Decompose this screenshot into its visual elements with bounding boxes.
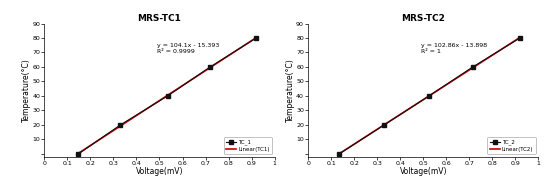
TC_1: [75, 153, 82, 155]
TC_2: [517, 37, 523, 39]
Title: MRS-TC1: MRS-TC1: [138, 14, 181, 23]
Linear(TC1): [123, 121, 129, 124]
Linear(TC1): [86, 145, 93, 147]
Linear(TC1): [75, 152, 82, 154]
TC_2: [381, 124, 387, 126]
Line: Linear(TC2): Linear(TC2): [339, 37, 520, 154]
Text: y = 104.1x - 15.393
R² = 0.9999: y = 104.1x - 15.393 R² = 0.9999: [157, 43, 220, 54]
Linear(TC2): [343, 148, 350, 150]
X-axis label: Voltage(mV): Voltage(mV): [136, 167, 183, 176]
Line: Linear(TC1): Linear(TC1): [78, 38, 256, 153]
Legend: TC_1, Linear(TC1): TC_1, Linear(TC1): [224, 137, 272, 154]
TC_2: [470, 66, 476, 68]
Linear(TC2): [336, 152, 342, 155]
Text: y = 102.86x - 13.898
R² = 1: y = 102.86x - 13.898 R² = 1: [421, 43, 487, 54]
Linear(TC2): [347, 146, 354, 148]
X-axis label: Voltage(mV): Voltage(mV): [400, 167, 447, 176]
TC_1: [253, 37, 260, 39]
Legend: TC_2, Linear(TC2): TC_2, Linear(TC2): [487, 137, 536, 154]
TC_1: [207, 66, 214, 68]
Line: TC_2: TC_2: [337, 36, 522, 156]
TC_1: [164, 95, 171, 97]
Linear(TC2): [507, 42, 514, 44]
TC_1: [117, 124, 124, 126]
Linear(TC1): [253, 36, 260, 39]
Linear(TC2): [384, 122, 391, 124]
Linear(TC2): [501, 46, 508, 49]
Line: TC_1: TC_1: [77, 36, 258, 156]
Title: MRS-TC2: MRS-TC2: [401, 14, 445, 23]
Linear(TC1): [244, 42, 250, 45]
TC_2: [336, 153, 342, 155]
Y-axis label: Temperature(°C): Temperature(°C): [286, 58, 295, 122]
Linear(TC1): [108, 131, 115, 133]
Linear(TC1): [82, 147, 89, 150]
Linear(TC2): [370, 131, 376, 133]
Linear(TC2): [517, 36, 523, 39]
TC_2: [426, 95, 432, 97]
Y-axis label: Temperature(°C): Temperature(°C): [22, 58, 31, 122]
Linear(TC1): [238, 46, 244, 49]
